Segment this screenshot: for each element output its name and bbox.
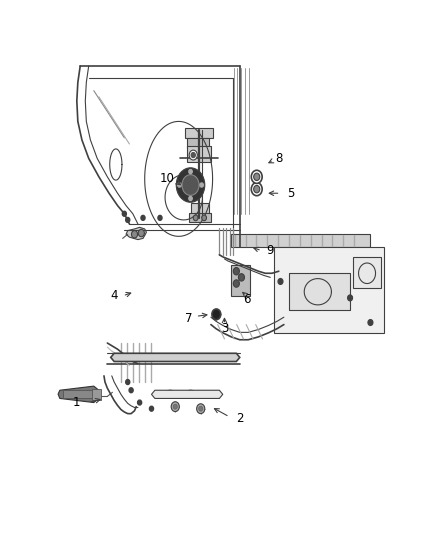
Circle shape <box>233 280 240 287</box>
Circle shape <box>233 268 240 275</box>
Circle shape <box>251 183 262 196</box>
Circle shape <box>122 211 127 216</box>
Polygon shape <box>58 386 99 402</box>
Circle shape <box>141 215 145 220</box>
Circle shape <box>238 273 244 281</box>
Text: 2: 2 <box>236 413 244 425</box>
Circle shape <box>126 217 130 222</box>
Circle shape <box>368 320 373 325</box>
Polygon shape <box>187 138 209 148</box>
Circle shape <box>200 183 203 187</box>
Text: 4: 4 <box>110 289 118 302</box>
Circle shape <box>131 231 138 238</box>
Polygon shape <box>111 353 240 361</box>
Circle shape <box>149 406 154 411</box>
Circle shape <box>212 309 221 320</box>
Polygon shape <box>231 235 371 247</box>
Text: 7: 7 <box>185 312 193 325</box>
Circle shape <box>189 169 192 174</box>
Polygon shape <box>189 213 211 222</box>
Polygon shape <box>126 227 146 240</box>
Circle shape <box>176 168 205 202</box>
Circle shape <box>126 379 130 384</box>
Circle shape <box>138 229 145 237</box>
Circle shape <box>189 197 192 200</box>
Text: 5: 5 <box>287 187 294 200</box>
Polygon shape <box>274 247 384 333</box>
Text: 6: 6 <box>243 294 250 306</box>
Text: 8: 8 <box>275 152 283 165</box>
Circle shape <box>254 173 260 181</box>
Circle shape <box>193 215 198 221</box>
Polygon shape <box>185 127 212 138</box>
Polygon shape <box>152 390 223 399</box>
Text: 1: 1 <box>73 396 81 409</box>
Circle shape <box>138 400 141 405</box>
Circle shape <box>158 215 162 220</box>
Polygon shape <box>187 146 211 163</box>
Circle shape <box>191 152 195 158</box>
Circle shape <box>202 215 206 221</box>
Circle shape <box>189 150 197 160</box>
Polygon shape <box>231 265 250 296</box>
Circle shape <box>251 170 262 183</box>
Circle shape <box>348 295 353 301</box>
Text: 3: 3 <box>221 322 228 335</box>
Text: 9: 9 <box>267 244 274 257</box>
Circle shape <box>178 183 181 187</box>
Circle shape <box>197 404 205 414</box>
Polygon shape <box>289 273 350 310</box>
Circle shape <box>173 404 177 409</box>
Polygon shape <box>191 204 209 214</box>
Circle shape <box>129 388 133 393</box>
Polygon shape <box>63 390 94 399</box>
Polygon shape <box>92 389 101 400</box>
Circle shape <box>171 402 179 411</box>
Polygon shape <box>353 257 381 288</box>
Text: 10: 10 <box>159 172 174 185</box>
Circle shape <box>182 175 199 196</box>
Circle shape <box>199 406 203 411</box>
Circle shape <box>278 279 283 284</box>
Circle shape <box>254 185 260 193</box>
